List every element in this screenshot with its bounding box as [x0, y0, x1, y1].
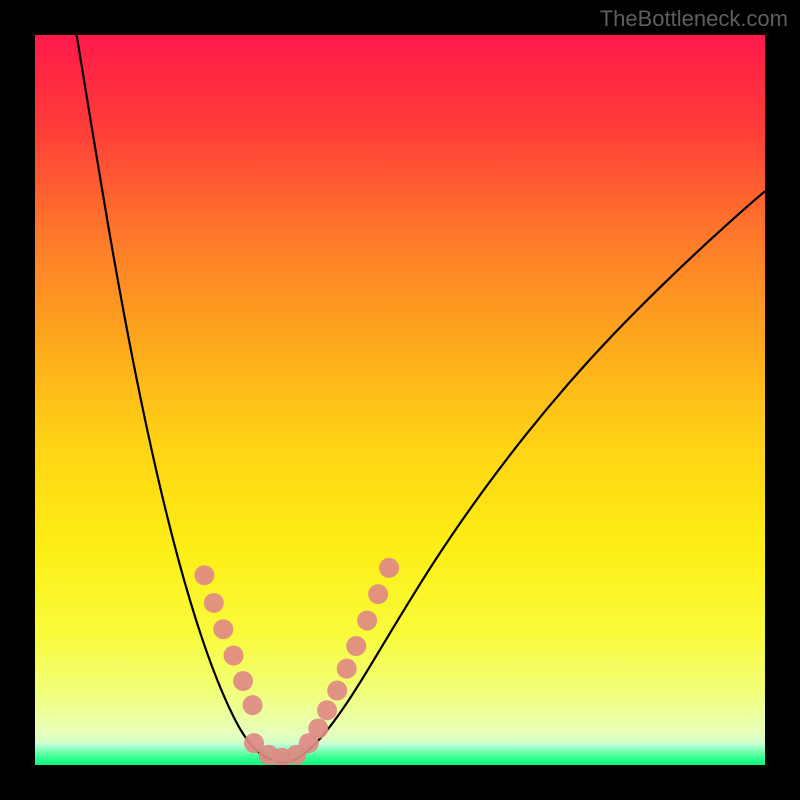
- data-marker: [379, 558, 399, 578]
- data-marker: [224, 646, 244, 666]
- data-marker: [337, 659, 357, 679]
- data-marker: [213, 619, 233, 639]
- data-marker: [308, 719, 328, 739]
- data-marker: [243, 695, 263, 715]
- data-marker: [194, 565, 214, 585]
- data-marker: [357, 610, 377, 630]
- data-marker: [368, 584, 388, 604]
- plot-area: [35, 35, 765, 765]
- watermark-text: TheBottleneck.com: [600, 6, 788, 32]
- figure-outer: TheBottleneck.com: [0, 0, 800, 800]
- data-marker: [317, 700, 337, 720]
- data-marker: [327, 681, 347, 701]
- data-marker: [346, 636, 366, 656]
- data-marker: [204, 593, 224, 613]
- marker-group: [194, 558, 399, 765]
- data-marker: [233, 671, 253, 691]
- marker-layer: [35, 35, 765, 765]
